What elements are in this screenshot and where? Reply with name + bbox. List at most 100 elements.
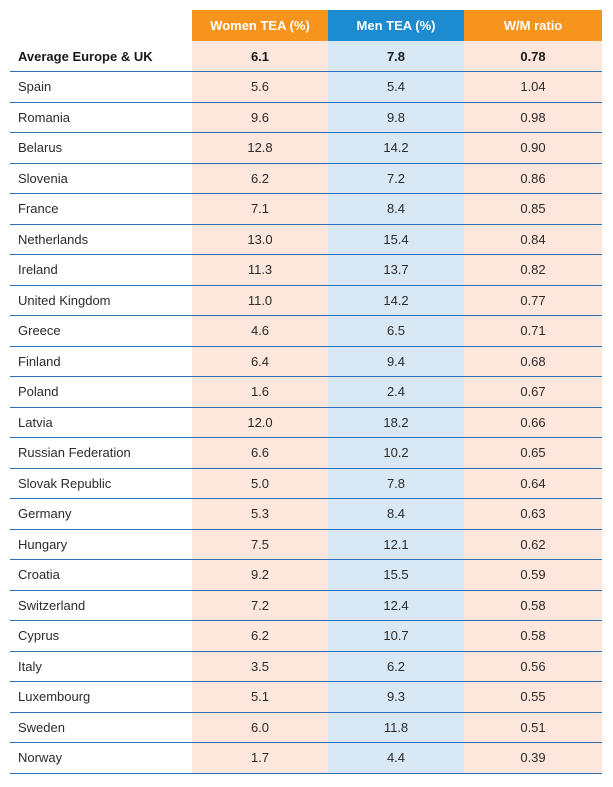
- table-row: Sweden 6.0 11.8 0.51: [10, 712, 602, 743]
- wm-ratio-cell: 0.71: [464, 315, 602, 347]
- wm-ratio-cell: 0.58: [464, 620, 602, 652]
- women-tea-cell: 9.6: [192, 102, 328, 133]
- wm-ratio-cell: 0.51: [464, 712, 602, 743]
- country-cell: Spain: [10, 71, 192, 103]
- wm-ratio-cell: 0.58: [464, 590, 602, 621]
- women-tea-cell: 11.3: [192, 254, 328, 286]
- men-tea-cell: 12.1: [328, 529, 464, 560]
- women-tea-cell: 7.5: [192, 529, 328, 560]
- men-tea-cell: 8.4: [328, 193, 464, 225]
- country-cell: Netherlands: [10, 224, 192, 255]
- women-tea-cell: 1.6: [192, 376, 328, 408]
- table-row: Switzerland 7.2 12.4 0.58: [10, 590, 602, 621]
- country-cell: Ireland: [10, 254, 192, 286]
- country-cell: France: [10, 193, 192, 225]
- table-row: Italy 3.5 6.2 0.56: [10, 651, 602, 682]
- country-cell: Romania: [10, 102, 192, 133]
- average-ratio-cell: 0.78: [464, 41, 602, 72]
- women-tea-cell: 5.3: [192, 498, 328, 530]
- men-tea-cell: 13.7: [328, 254, 464, 286]
- women-tea-cell: 11.0: [192, 285, 328, 316]
- table-row: Ireland 11.3 13.7 0.82: [10, 254, 602, 286]
- men-tea-cell: 9.4: [328, 346, 464, 377]
- table-row: Norway 1.7 4.4 0.39: [10, 742, 602, 774]
- table-row: Croatia 9.2 15.5 0.59: [10, 559, 602, 591]
- average-men-cell: 7.8: [328, 41, 464, 72]
- men-tea-cell: 6.2: [328, 651, 464, 682]
- men-tea-cell: 14.2: [328, 285, 464, 316]
- table-row: France 7.1 8.4 0.85: [10, 193, 602, 225]
- wm-ratio-cell: 0.98: [464, 102, 602, 133]
- country-cell: Poland: [10, 376, 192, 408]
- women-tea-cell: 6.6: [192, 437, 328, 469]
- country-cell: Germany: [10, 498, 192, 530]
- men-tea-cell: 15.4: [328, 224, 464, 255]
- women-tea-cell: 6.2: [192, 620, 328, 652]
- men-tea-cell: 6.5: [328, 315, 464, 347]
- women-tea-cell: 6.0: [192, 712, 328, 743]
- wm-ratio-cell: 0.63: [464, 498, 602, 530]
- country-cell: Italy: [10, 651, 192, 682]
- women-tea-cell: 9.2: [192, 559, 328, 591]
- women-tea-cell: 12.0: [192, 407, 328, 438]
- wm-ratio-cell: 0.68: [464, 346, 602, 377]
- country-cell: Belarus: [10, 132, 192, 164]
- wm-ratio-cell: 0.55: [464, 681, 602, 713]
- average-row: Average Europe & UK 6.1 7.8 0.78: [10, 41, 602, 72]
- women-tea-cell: 3.5: [192, 651, 328, 682]
- country-cell: Slovenia: [10, 163, 192, 194]
- men-tea-cell: 10.2: [328, 437, 464, 469]
- wm-ratio-cell: 0.64: [464, 468, 602, 499]
- wm-ratio-cell: 0.85: [464, 193, 602, 225]
- wm-ratio-cell: 0.82: [464, 254, 602, 286]
- men-tea-cell: 14.2: [328, 132, 464, 164]
- header-women-tea: Women TEA (%): [192, 10, 328, 41]
- wm-ratio-cell: 0.66: [464, 407, 602, 438]
- table-row: Slovenia 6.2 7.2 0.86: [10, 163, 602, 194]
- country-cell: Cyprus: [10, 620, 192, 652]
- men-tea-cell: 4.4: [328, 742, 464, 774]
- table-row: Luxembourg 5.1 9.3 0.55: [10, 681, 602, 713]
- country-cell: Norway: [10, 742, 192, 774]
- wm-ratio-cell: 0.84: [464, 224, 602, 255]
- men-tea-cell: 7.2: [328, 163, 464, 194]
- wm-ratio-cell: 0.56: [464, 651, 602, 682]
- country-cell: United Kingdom: [10, 285, 192, 316]
- table-row: Netherlands 13.0 15.4 0.84: [10, 224, 602, 255]
- women-tea-cell: 5.1: [192, 681, 328, 713]
- country-cell: Russian Federation: [10, 437, 192, 469]
- men-tea-cell: 9.3: [328, 681, 464, 713]
- country-cell: Luxembourg: [10, 681, 192, 713]
- country-cell: Sweden: [10, 712, 192, 743]
- country-cell: Slovak Republic: [10, 468, 192, 499]
- women-tea-cell: 5.6: [192, 71, 328, 103]
- table-row: Hungary 7.5 12.1 0.62: [10, 529, 602, 560]
- table-header: Women TEA (%) Men TEA (%) W/M ratio: [10, 10, 602, 41]
- women-tea-cell: 13.0: [192, 224, 328, 255]
- men-tea-cell: 7.8: [328, 468, 464, 499]
- men-tea-cell: 11.8: [328, 712, 464, 743]
- women-tea-cell: 7.1: [192, 193, 328, 225]
- country-cell: Hungary: [10, 529, 192, 560]
- table-row: Latvia 12.0 18.2 0.66: [10, 407, 602, 438]
- table-row: Romania 9.6 9.8 0.98: [10, 102, 602, 133]
- table-row: Poland 1.6 2.4 0.67: [10, 376, 602, 408]
- women-tea-cell: 4.6: [192, 315, 328, 347]
- table-row: Slovak Republic 5.0 7.8 0.64: [10, 468, 602, 499]
- header-men-tea: Men TEA (%): [328, 10, 464, 41]
- wm-ratio-cell: 1.04: [464, 71, 602, 103]
- men-tea-cell: 9.8: [328, 102, 464, 133]
- women-tea-cell: 5.0: [192, 468, 328, 499]
- wm-ratio-cell: 0.39: [464, 742, 602, 774]
- wm-ratio-cell: 0.77: [464, 285, 602, 316]
- men-tea-cell: 8.4: [328, 498, 464, 530]
- wm-ratio-cell: 0.86: [464, 163, 602, 194]
- table-row: United Kingdom 11.0 14.2 0.77: [10, 285, 602, 316]
- table-row: Belarus 12.8 14.2 0.90: [10, 132, 602, 164]
- table-row: Germany 5.3 8.4 0.63: [10, 498, 602, 530]
- women-tea-cell: 6.4: [192, 346, 328, 377]
- country-cell: Croatia: [10, 559, 192, 591]
- average-country-cell: Average Europe & UK: [10, 41, 192, 72]
- header-country-blank: [10, 10, 192, 41]
- table-row: Spain 5.6 5.4 1.04: [10, 71, 602, 103]
